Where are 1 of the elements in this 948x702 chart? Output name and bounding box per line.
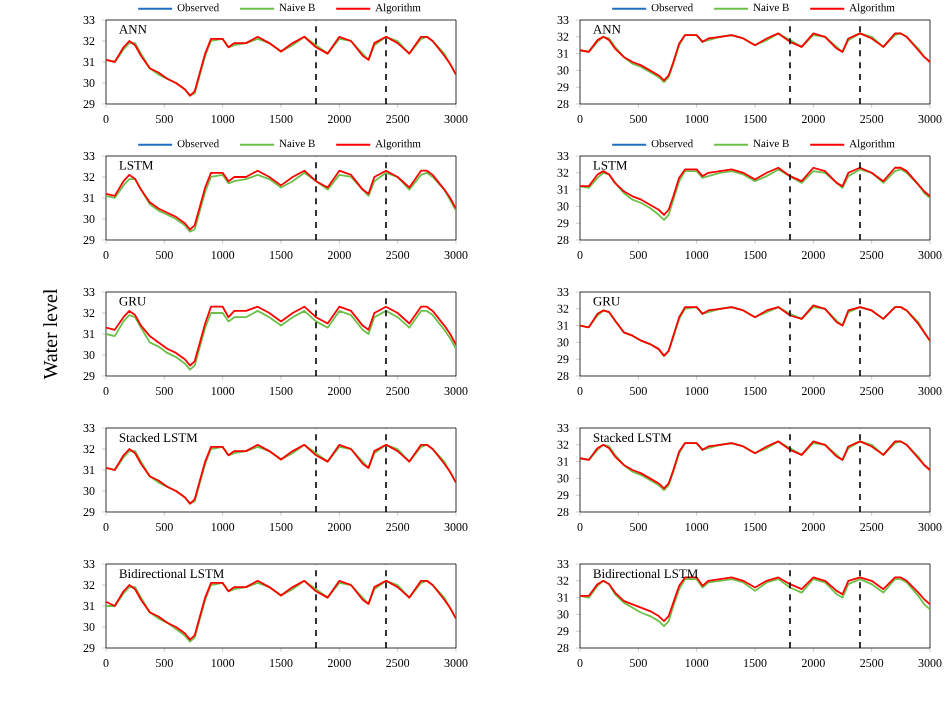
y-axis-title: Water level [43,289,58,380]
